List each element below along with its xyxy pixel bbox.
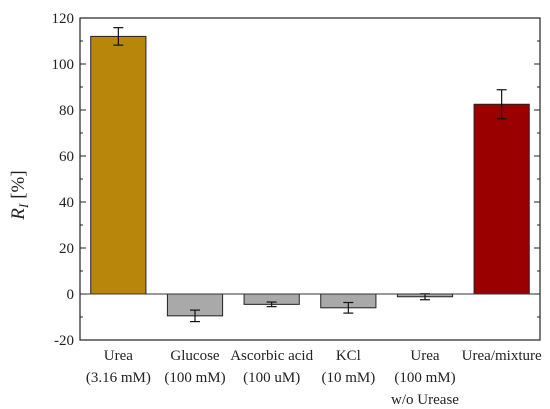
x-tick-label-line: Urea/mixture xyxy=(462,348,542,364)
x-tick-label-line: KCl xyxy=(336,348,361,364)
bar-5 xyxy=(473,103,530,295)
x-tick-label-2: Ascorbic acid (100 uM) xyxy=(230,348,313,386)
plot-frame xyxy=(79,17,541,341)
x-tick-label-line: (100 uM) xyxy=(243,370,300,386)
y-tick-label-3: 40 xyxy=(59,195,74,211)
x-tick-label-line: w/o Urease xyxy=(391,392,459,408)
x-tick-label-3: KCl (10 mM) xyxy=(321,348,375,386)
x-tick-label-1: Glucose (100 mM) xyxy=(164,348,225,386)
x-tick-label-line: (10 mM) xyxy=(321,370,375,386)
x-tick-label-line: (100 mM) xyxy=(164,370,225,386)
error-bar-0 xyxy=(113,27,124,46)
x-tick-label-line: (100 mM) xyxy=(394,370,455,386)
x-tick-label-line: Urea xyxy=(410,348,439,364)
y-tick-label-5: 80 xyxy=(59,103,74,119)
error-bar-1 xyxy=(190,309,200,323)
y-axis-label-unit: [%] xyxy=(8,170,29,198)
error-bars-group xyxy=(113,27,507,323)
x-tick-label-line: Glucose xyxy=(170,348,219,364)
error-bar-2 xyxy=(266,301,277,308)
y-axis-label-symbol: R xyxy=(8,208,29,221)
y-axis-label-subscript: I xyxy=(16,203,31,209)
y-axis-label: RI [%] xyxy=(8,170,31,220)
error-bar-5 xyxy=(496,89,507,120)
error-bar-3 xyxy=(343,301,354,314)
y-axis-ticks: -20 0 20 40 60 80 100 120 xyxy=(52,11,540,349)
y-tick-label-6: 100 xyxy=(52,57,75,73)
x-tick-label-0: Urea (3.16 mM) xyxy=(86,348,151,386)
y-tick-label-2: 20 xyxy=(59,241,74,257)
y-tick-label-1: 0 xyxy=(67,287,75,303)
y-tick-label-0: -20 xyxy=(54,333,74,349)
y-tick-label-4: 60 xyxy=(59,149,74,165)
bars-group xyxy=(90,35,530,317)
bar-0 xyxy=(90,35,147,295)
y-tick-label-7: 120 xyxy=(52,11,75,27)
x-tick-label-line: Ascorbic acid xyxy=(230,348,313,364)
x-tick-label-line: (3.16 mM) xyxy=(86,370,151,386)
x-axis-labels: Urea (3.16 mM) Glucose (100 mM) Ascorbic aci… xyxy=(86,348,542,408)
x-tick-label-line: Urea xyxy=(104,348,133,364)
x-tick-label-5: Urea/mixture xyxy=(462,348,542,364)
x-tick-label-4: Urea (100 mM) w/o Urease xyxy=(391,348,459,408)
